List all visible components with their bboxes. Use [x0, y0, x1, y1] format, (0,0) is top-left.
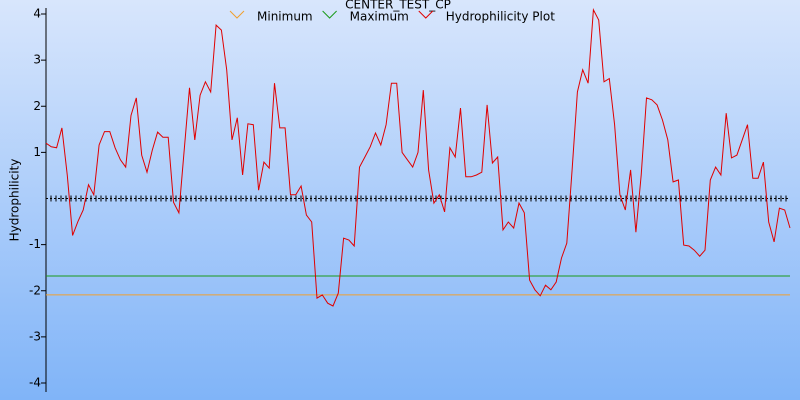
y-tick-label: 2: [33, 99, 41, 113]
y-axis-label: Hydrophilicity: [8, 159, 22, 242]
y-tick-label: -4: [29, 376, 41, 390]
legend-label: Hydrophilicity Plot: [446, 10, 555, 24]
y-tick-label: -3: [29, 329, 41, 343]
y-tick-label: -1: [29, 237, 41, 251]
legend-label: Maximum: [350, 10, 409, 24]
legend-icon: [229, 10, 245, 19]
legend-icon: [418, 10, 434, 19]
legend-label: Minimum: [257, 10, 313, 24]
legend-icon: [322, 10, 337, 19]
y-tick-label: 4: [33, 7, 41, 21]
y-tick-label: 3: [33, 53, 41, 67]
y-tick-label: 1: [33, 145, 41, 159]
y-tick-label: -2: [29, 283, 41, 297]
data-line: [45, 8, 791, 307]
chart-title: CENTER_TEST_CP: [345, 0, 451, 12]
